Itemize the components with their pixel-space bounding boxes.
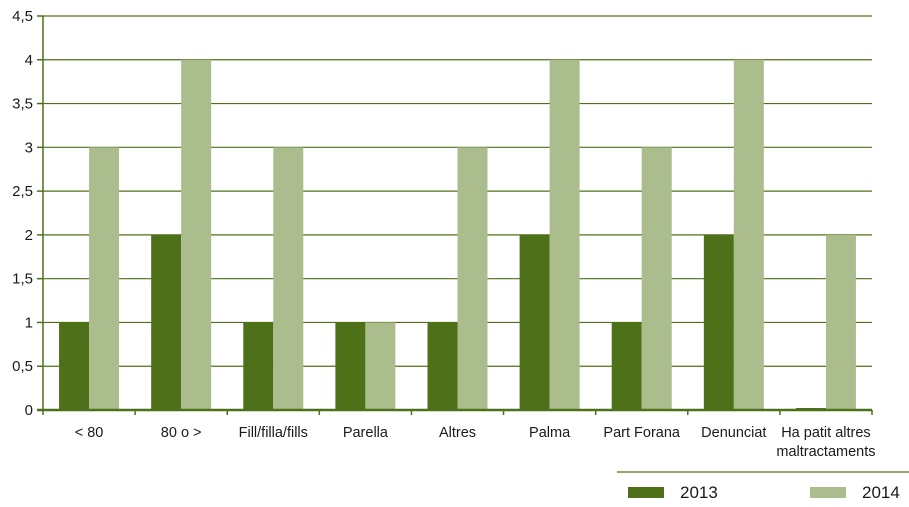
x-category-label: Ha patit altres (781, 425, 870, 441)
x-axis-category-labels: < 80 80 o > Fill/filla/fills Parella Altres P… (75, 425, 876, 460)
y-tick-label: 2 (25, 227, 33, 244)
y-tick-label: 0 (25, 402, 33, 419)
x-category-label: Part Forana (603, 425, 680, 441)
bars (59, 59, 856, 411)
bar-2014-7 (733, 59, 764, 411)
bar-2014-3 (365, 322, 396, 410)
bar-2013-2 (243, 322, 274, 410)
y-tick-label: 2,5 (12, 183, 33, 200)
bar-2013-3 (335, 322, 366, 410)
y-tick-label: 3 (25, 139, 33, 156)
legend-swatch-2013 (628, 487, 664, 498)
bar-2013-1 (151, 234, 182, 410)
x-category-label: 80 o > (161, 425, 202, 441)
x-category-label: Fill/filla/fills (239, 425, 308, 441)
bar-2014-2 (273, 147, 304, 411)
y-tick-label: 1 (25, 314, 33, 331)
y-tick-label: 4 (25, 52, 33, 69)
x-category-label: Denunciat (701, 425, 766, 441)
y-tick-label: 3,5 (12, 96, 33, 113)
x-category-label: Palma (529, 425, 571, 441)
bar-2014-4 (457, 147, 488, 411)
x-category-label: Altres (439, 425, 476, 441)
y-tick-label: 1,5 (12, 271, 33, 288)
y-tick-label: 0,5 (12, 358, 33, 375)
bar-2013-5 (519, 234, 550, 410)
bar-2013-6 (611, 322, 642, 410)
axes (37, 15, 873, 415)
bar-2014-1 (181, 59, 212, 411)
x-category-label: Parella (343, 425, 389, 441)
bar-2013-0 (59, 322, 90, 410)
bar-2014-5 (549, 59, 580, 411)
y-axis-tick-labels: 0 0,5 1 1,5 2 2,5 3 3,5 4 4,5 (12, 8, 33, 419)
bar-2013-7 (703, 234, 734, 410)
bar-2014-8 (825, 234, 856, 410)
bar-2014-0 (89, 147, 120, 411)
x-category-label: < 80 (75, 425, 104, 441)
x-category-label: maltractaments (776, 444, 875, 460)
bar-2014-6 (641, 147, 672, 411)
legend: 2013 2014 (617, 471, 909, 502)
legend-label-2014: 2014 (862, 483, 900, 502)
bar-2013-4 (427, 322, 458, 410)
legend-swatch-2014 (810, 487, 846, 498)
y-tick-label: 4,5 (12, 8, 33, 25)
legend-label-2013: 2013 (680, 483, 718, 502)
